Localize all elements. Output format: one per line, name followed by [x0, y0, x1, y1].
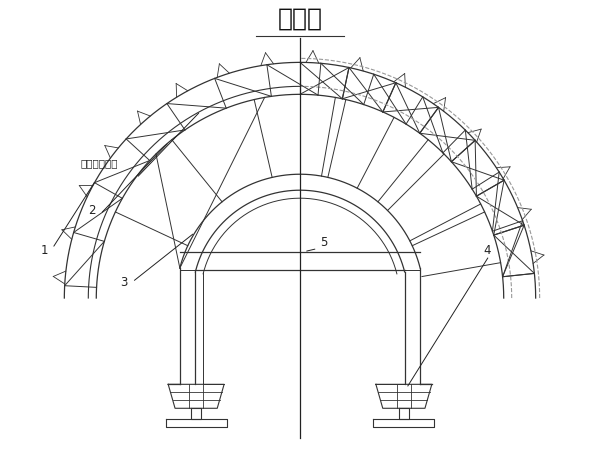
Text: 5: 5: [320, 236, 328, 249]
Text: 衬砖内轮廓线: 衬砖内轮廓线: [80, 158, 118, 168]
Text: 1: 1: [40, 244, 48, 257]
Text: 4: 4: [484, 244, 491, 257]
Text: 3: 3: [120, 276, 128, 289]
Text: 2: 2: [88, 204, 96, 217]
Text: 横断面: 横断面: [277, 6, 323, 31]
